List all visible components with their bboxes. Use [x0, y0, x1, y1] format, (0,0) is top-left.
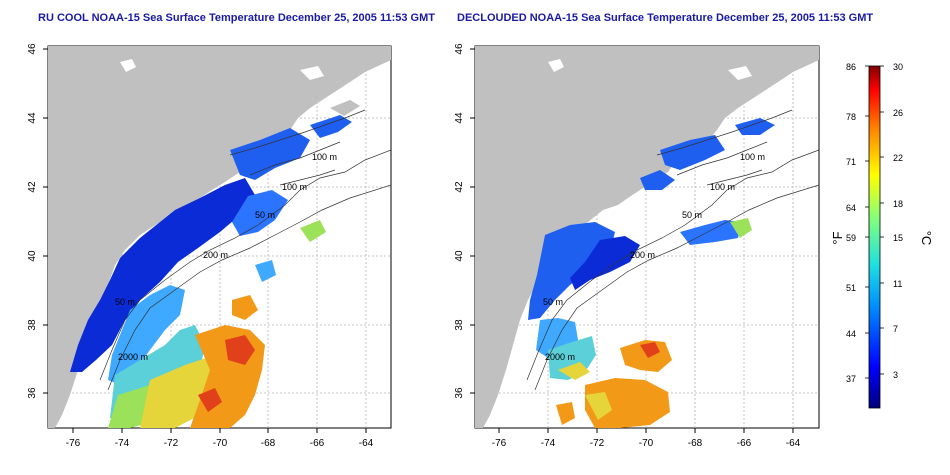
- colorbar-c-tick: 30: [893, 62, 903, 72]
- colorbar-f-tick: 59: [846, 233, 856, 243]
- left-lat-tick: 42: [27, 181, 38, 193]
- colorbar-c-tick: 7: [893, 324, 898, 334]
- right-lon-labels: -76 -74 -72 -70 -68 -66 -64: [492, 438, 801, 449]
- colorbar-c-tick: 18: [893, 199, 903, 209]
- left-lon-tick: -76: [66, 438, 81, 449]
- colorbar-f-unit: °F: [830, 231, 845, 244]
- left-lon-tick: -64: [359, 438, 374, 449]
- left-lat-tick: 46: [27, 43, 38, 55]
- right-label-50m-a: 50 m: [682, 210, 702, 220]
- right-sst-field: [528, 118, 775, 428]
- right-lat-tick: 46: [454, 43, 465, 55]
- colorbar-f-tick: 86: [846, 62, 856, 72]
- colorbar-c-tick: 26: [893, 108, 903, 118]
- left-lon-tick: -74: [115, 438, 130, 449]
- left-label-50m-b: 50 m: [115, 297, 135, 307]
- colorbar-f-tick: 78: [846, 112, 856, 122]
- right-lon-tick: -76: [492, 438, 507, 449]
- left-map-title: RU COOL NOAA-15 Sea Surface Temperature …: [38, 12, 435, 24]
- colorbar-c-tick: 3: [893, 370, 898, 380]
- left-lon-tick: -72: [164, 438, 179, 449]
- left-lon-tick: -68: [261, 438, 276, 449]
- right-label-2000m: 2000 m: [545, 352, 575, 362]
- colorbar-ticks: [865, 65, 884, 379]
- right-map-title: DECLOUDED NOAA-15 Sea Surface Temperatur…: [457, 12, 874, 24]
- right-lon-tick: -74: [541, 438, 556, 449]
- left-lat-labels: 36 38 40 42 44 46: [27, 43, 38, 399]
- colorbar-c-unit: °C: [919, 231, 934, 246]
- left-label-200m: 200 m: [203, 250, 228, 260]
- left-land: [48, 46, 391, 428]
- right-lat-labels: 36 38 40 42 44 46: [454, 43, 465, 399]
- left-sst-field: [70, 115, 352, 428]
- left-lat-tick: 36: [27, 387, 38, 399]
- left-label-100m-a: 100 m: [312, 152, 337, 162]
- right-label-100m-b: 100 m: [710, 182, 735, 192]
- colorbar-f-labels: 86 78 71 64 59 51 44 37: [846, 62, 856, 384]
- left-lon-tick: -70: [213, 438, 228, 449]
- right-lon-tick: -70: [639, 438, 654, 449]
- left-lat-tick: 40: [27, 250, 38, 262]
- right-lon-tick: -68: [688, 438, 703, 449]
- colorbar-c-tick: 11: [893, 279, 902, 289]
- left-lat-tick: 44: [27, 112, 38, 124]
- left-lat-tick: 38: [27, 319, 38, 331]
- right-lon-tick: -64: [786, 438, 801, 449]
- colorbar-f-tick: 71: [846, 157, 856, 167]
- right-label-200m: 200 m: [630, 250, 655, 260]
- right-lat-tick: 44: [454, 112, 465, 124]
- colorbar-c-tick: 22: [893, 153, 903, 163]
- right-lat-tick: 40: [454, 250, 465, 262]
- right-land: [475, 46, 819, 428]
- colorbar-f-tick: 51: [846, 283, 856, 293]
- right-bathymetry-contours: [526, 109, 819, 391]
- right-lat-tick: 38: [454, 319, 465, 331]
- colorbar-c-tick: 15: [893, 233, 903, 243]
- right-lon-tick: -72: [590, 438, 605, 449]
- colorbar-f-tick: 44: [846, 329, 856, 339]
- colorbar-f-tick: 64: [846, 203, 856, 213]
- colorbar-gradient: [868, 65, 881, 409]
- left-bathymetry-contours: [99, 109, 391, 391]
- right-lon-tick: -66: [737, 438, 752, 449]
- left-lon-labels: -76 -74 -72 -70 -68 -66 -64: [66, 438, 374, 449]
- left-map: 100 m 100 m 50 m 200 m 50 m 2000 m -76 -…: [27, 43, 392, 449]
- right-lat-tick: 36: [454, 387, 465, 399]
- right-lat-tick: 42: [454, 181, 465, 193]
- left-axis-ticks: [43, 48, 367, 433]
- right-map: 100 m 100 m 50 m 200 m 50 m 2000 m -76 -…: [454, 43, 820, 449]
- right-axis-ticks: [470, 48, 794, 433]
- left-label-50m-a: 50 m: [255, 210, 275, 220]
- left-lon-tick: -66: [310, 438, 325, 449]
- right-contour-labels: 100 m 100 m 50 m 200 m 50 m 2000 m: [543, 152, 765, 362]
- colorbar-c-labels: 30 26 22 18 15 11 7 3: [893, 62, 903, 380]
- colorbar: 86 78 71 64 59 51 44 37 30 26 22 18 15 1…: [830, 62, 934, 409]
- left-contour-labels: 100 m 100 m 50 m 200 m 50 m 2000 m: [115, 152, 337, 362]
- colorbar-f-tick: 37: [846, 374, 856, 384]
- left-label-2000m: 2000 m: [118, 352, 148, 362]
- right-label-100m-a: 100 m: [740, 152, 765, 162]
- right-label-50m-b: 50 m: [543, 297, 563, 307]
- left-label-100m-b: 100 m: [282, 182, 307, 192]
